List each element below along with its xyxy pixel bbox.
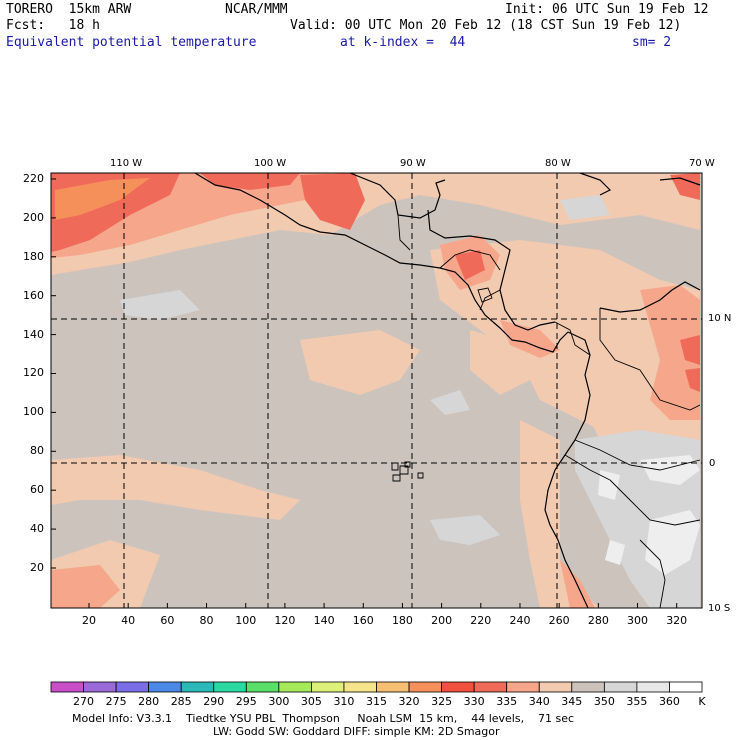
y-tick-label: 100 xyxy=(23,405,44,419)
lat-label-10n: 10 N xyxy=(708,313,732,324)
org-label: NCAR/MMM xyxy=(225,2,288,17)
y-tick-label: 180 xyxy=(23,249,44,263)
colorbar-label: 330 xyxy=(463,695,485,708)
colorbar-swatch xyxy=(376,681,410,693)
colorbar-label: 270 xyxy=(73,695,95,708)
y-tick-label: 200 xyxy=(23,210,44,224)
colorbar-swatch xyxy=(441,681,475,693)
y-tick-label: 120 xyxy=(23,366,44,380)
x-tick-label: 200 xyxy=(431,614,453,627)
colorbar-label: 285 xyxy=(170,695,192,708)
x-tick-label: 260 xyxy=(548,614,570,627)
colorbar-label: 315 xyxy=(366,695,387,708)
theta-e-325-region xyxy=(55,178,150,220)
colorbar-label: 325 xyxy=(431,695,453,708)
colorbar-label: 310 xyxy=(333,695,355,708)
lat-label-equator: 0 xyxy=(709,458,716,469)
colorbar-label: 335 xyxy=(496,695,518,708)
x-tick-label: 80 xyxy=(199,614,214,627)
x-tick-label: 60 xyxy=(160,614,175,627)
colorbar-swatch xyxy=(343,681,377,693)
y-tick-label: 40 xyxy=(30,522,44,536)
field-name: Equivalent potential temperature xyxy=(6,35,257,50)
colorbar xyxy=(50,681,703,693)
colorbar-unit: K xyxy=(698,695,706,708)
colorbar-label: 345 xyxy=(561,695,583,708)
model-info-line2: LW: Godd SW: Goddard DIFF: simple KM: 2D… xyxy=(213,725,500,738)
colorbar-swatch xyxy=(245,681,280,693)
level-label: at k-index = 44 xyxy=(340,35,466,50)
smoothing-label: sm= 2 xyxy=(632,35,672,50)
colorbar-swatch xyxy=(636,681,670,693)
colorbar-swatch xyxy=(538,681,573,693)
colorbar-swatch xyxy=(571,681,605,693)
lat-lon-grid xyxy=(51,173,702,608)
colorbar-swatch xyxy=(506,681,540,693)
x-tick-label: 160 xyxy=(352,614,374,627)
colorbar-swatch xyxy=(50,681,84,693)
colorbar-swatch xyxy=(278,681,312,693)
colorbar-label: 355 xyxy=(626,695,648,708)
colorbar-label: 300 xyxy=(268,695,290,708)
colorbar-label: 275 xyxy=(105,695,127,708)
colorbar-label: 280 xyxy=(138,695,160,708)
valid-time: Valid: 00 UTC Mon 20 Feb 12 (18 CST Sun … xyxy=(290,18,682,33)
y-tick-label: 20 xyxy=(30,560,44,574)
lon-label-110w: 110 W xyxy=(110,158,143,169)
colorbar-swatch xyxy=(148,681,182,693)
y-tick-label: 60 xyxy=(30,483,44,497)
colorbar-label: 295 xyxy=(235,695,257,708)
x-tick-label: 240 xyxy=(509,614,531,627)
init-time: Init: 06 UTC Sun 19 Feb 12 xyxy=(505,2,709,17)
colorbar-swatch xyxy=(473,681,508,693)
x-tick-label: 180 xyxy=(391,614,413,627)
lon-label-70w: 70 W xyxy=(689,158,715,169)
colorbar-swatch xyxy=(213,681,247,693)
colorbar-swatch xyxy=(115,681,150,693)
lon-label-80w: 80 W xyxy=(545,158,571,169)
x-tick-label: 120 xyxy=(274,614,296,627)
colorbar-swatch xyxy=(83,681,117,693)
x-tick-label: 280 xyxy=(587,614,609,627)
colorbar-label: 340 xyxy=(528,695,550,708)
x-tick-label: 100 xyxy=(235,614,257,627)
model-title: TORERO 15km ARW xyxy=(6,2,132,17)
lon-label-100w: 100 W xyxy=(254,158,287,169)
y-tick-label: 220 xyxy=(23,171,44,185)
colorbar-swatch xyxy=(310,681,345,693)
x-tick-label: 320 xyxy=(666,614,688,627)
lon-label-90w: 90 W xyxy=(400,158,426,169)
y-tick-label: 80 xyxy=(30,444,44,458)
model-info-line1: Model Info: V3.3.1 Tiedtke YSU PBL Thomp… xyxy=(72,712,575,725)
colorbar-swatch xyxy=(408,681,442,693)
x-tick-label: 140 xyxy=(313,614,335,627)
coastlines xyxy=(194,173,701,608)
x-tick-label: 40 xyxy=(121,614,136,627)
colorbar-label: 290 xyxy=(203,695,225,708)
x-tick-label: 220 xyxy=(470,614,492,627)
colorbar-label: 320 xyxy=(398,695,420,708)
forecast-hour: Fcst: 18 h xyxy=(6,18,100,33)
colorbar-swatch xyxy=(603,681,638,693)
colorbar-label: 305 xyxy=(300,695,322,708)
x-tick-label: 20 xyxy=(82,614,96,627)
colorbar-swatch xyxy=(180,681,215,693)
lat-label-10s: 10 S xyxy=(708,603,731,614)
x-tick-label: 300 xyxy=(627,614,649,627)
colorbar-swatch xyxy=(669,681,703,693)
colorbar-label: 360 xyxy=(658,695,680,708)
plot-frame xyxy=(50,172,703,609)
axis-ticks xyxy=(51,178,678,608)
theta-e-335-region xyxy=(51,173,700,608)
y-tick-label: 160 xyxy=(23,288,44,302)
colorbar-label: 350 xyxy=(593,695,615,708)
y-tick-label: 140 xyxy=(23,327,44,341)
